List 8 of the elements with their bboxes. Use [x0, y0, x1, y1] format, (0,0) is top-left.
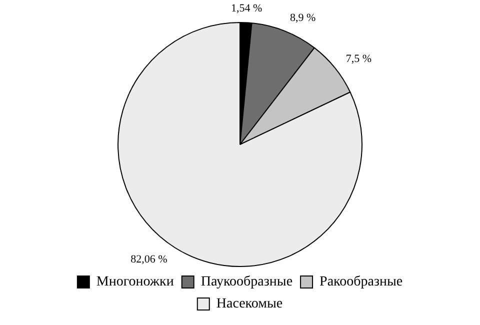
legend-label: Ракообразные [320, 274, 403, 290]
data-label: 82,06 % [130, 253, 168, 266]
legend-label: Паукообразные [200, 274, 293, 290]
data-label: 1,54 % [230, 2, 262, 15]
data-label: 7,5 % [346, 52, 372, 65]
legend-label: Многоножки [96, 274, 174, 290]
legend-label: Насекомые [216, 296, 283, 312]
data-label: 8,9 % [290, 12, 316, 24]
